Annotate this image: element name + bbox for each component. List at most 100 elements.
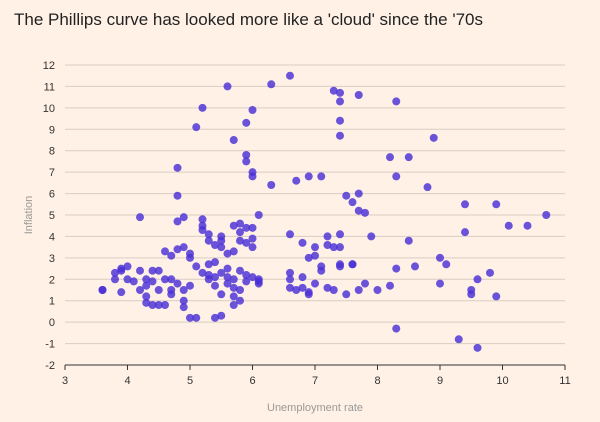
y-tick-label: 10 bbox=[43, 103, 55, 115]
data-point bbox=[167, 290, 176, 299]
data-point bbox=[154, 301, 163, 309]
data-point bbox=[154, 266, 163, 275]
data-point bbox=[267, 80, 276, 89]
data-point bbox=[236, 286, 244, 294]
y-tick-label: 4 bbox=[49, 231, 55, 243]
data-point bbox=[223, 82, 232, 91]
data-point bbox=[179, 303, 188, 312]
data-point bbox=[329, 86, 338, 95]
data-point bbox=[473, 275, 482, 284]
data-point bbox=[211, 241, 219, 249]
data-point bbox=[98, 286, 107, 294]
data-point bbox=[229, 301, 238, 309]
y-tick-label: 6 bbox=[49, 189, 55, 201]
data-point bbox=[254, 277, 263, 286]
y-tick-label: 8 bbox=[49, 146, 55, 158]
data-point bbox=[336, 116, 344, 125]
data-point bbox=[454, 335, 463, 344]
data-point bbox=[436, 253, 444, 262]
data-point bbox=[248, 223, 257, 232]
data-point bbox=[348, 198, 357, 207]
data-point bbox=[317, 266, 326, 275]
data-point bbox=[242, 271, 251, 279]
y-tick-label: 5 bbox=[49, 210, 55, 222]
data-point bbox=[223, 273, 232, 282]
data-point bbox=[336, 131, 344, 140]
data-point bbox=[223, 279, 232, 288]
data-point bbox=[167, 275, 176, 284]
data-point bbox=[242, 223, 251, 232]
data-point bbox=[242, 157, 251, 166]
data-point bbox=[198, 226, 207, 234]
data-point bbox=[404, 153, 413, 162]
data-point bbox=[336, 97, 344, 106]
data-point bbox=[342, 191, 351, 200]
y-tick-label: 9 bbox=[49, 124, 55, 136]
data-point bbox=[492, 292, 501, 301]
data-point bbox=[461, 228, 469, 237]
data-point bbox=[392, 264, 401, 273]
data-point bbox=[192, 262, 201, 271]
y-tick-label: 7 bbox=[49, 167, 55, 179]
data-point bbox=[229, 275, 238, 284]
data-point bbox=[361, 208, 369, 217]
data-point bbox=[311, 243, 319, 252]
data-point bbox=[304, 253, 313, 262]
data-point bbox=[336, 262, 344, 271]
data-point bbox=[248, 273, 257, 282]
data-point bbox=[198, 103, 207, 112]
data-point bbox=[304, 172, 313, 181]
data-point bbox=[248, 106, 257, 114]
x-tick-label: 8 bbox=[374, 375, 380, 387]
data-point bbox=[211, 258, 219, 267]
data-point bbox=[392, 97, 401, 106]
data-point bbox=[186, 281, 194, 290]
data-point bbox=[173, 279, 182, 288]
y-tick-label: 2 bbox=[49, 274, 55, 286]
data-point bbox=[542, 211, 551, 219]
data-point bbox=[179, 213, 188, 222]
data-point bbox=[223, 249, 232, 258]
data-point bbox=[311, 251, 319, 260]
data-point bbox=[354, 286, 363, 294]
data-point bbox=[198, 215, 207, 224]
data-point bbox=[317, 172, 326, 181]
data-point bbox=[142, 292, 151, 301]
data-point bbox=[298, 273, 307, 282]
data-point bbox=[348, 260, 357, 269]
data-point bbox=[136, 286, 144, 294]
data-point bbox=[204, 230, 213, 239]
data-point bbox=[223, 264, 232, 273]
data-point bbox=[136, 266, 144, 275]
data-point bbox=[323, 283, 332, 292]
data-point bbox=[248, 243, 257, 252]
data-point bbox=[111, 275, 119, 284]
x-axis-ticks: 3 4 5 6 7 8 9 10 11 bbox=[62, 365, 571, 387]
data-point bbox=[117, 288, 126, 297]
gridlines bbox=[65, 64, 565, 366]
data-point bbox=[167, 251, 176, 260]
data-point bbox=[492, 200, 501, 209]
data-point bbox=[423, 183, 432, 192]
data-point bbox=[336, 230, 344, 239]
data-point bbox=[367, 232, 376, 241]
data-point bbox=[229, 221, 238, 230]
data-point bbox=[173, 191, 182, 200]
data-point bbox=[392, 324, 401, 333]
y-tick-label: 11 bbox=[44, 81, 55, 93]
y-tick-label: -1 bbox=[45, 339, 55, 351]
x-tick-label: 5 bbox=[187, 375, 193, 387]
data-point bbox=[192, 123, 201, 132]
data-point bbox=[304, 290, 313, 299]
x-tick-label: 7 bbox=[312, 375, 318, 387]
data-point bbox=[323, 241, 332, 249]
data-point bbox=[123, 275, 132, 284]
x-tick-label: 6 bbox=[249, 375, 255, 387]
data-point bbox=[298, 238, 307, 247]
data-point bbox=[211, 313, 219, 322]
data-point bbox=[217, 290, 226, 299]
data-point bbox=[242, 277, 251, 286]
data-point bbox=[236, 266, 244, 275]
data-point bbox=[236, 219, 244, 228]
